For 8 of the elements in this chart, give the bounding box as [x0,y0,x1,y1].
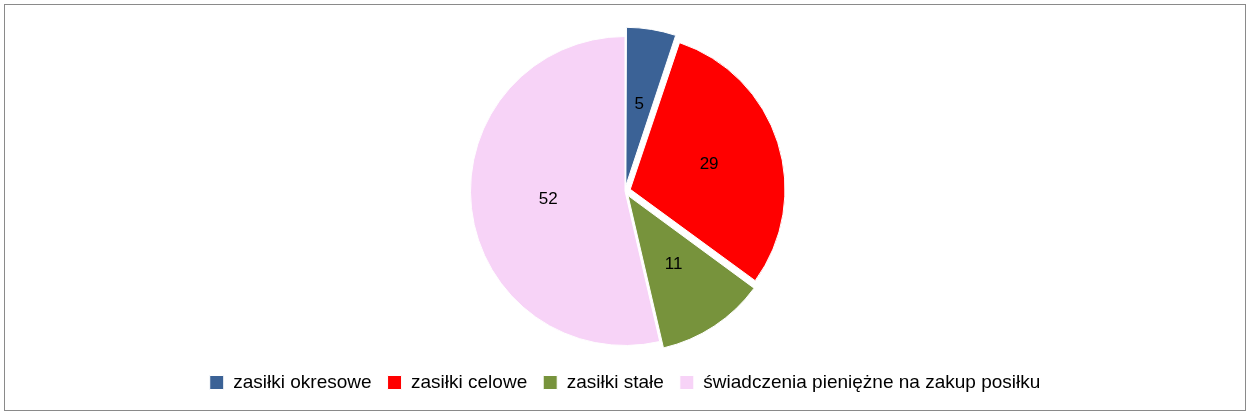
legend-label: zasiłki celowe [411,370,528,392]
data-label: 52 [538,189,558,209]
legend-label: zasiłki stałe [566,370,664,392]
data-label: 11 [664,254,683,274]
data-label: 29 [699,153,719,173]
legend-label: świadczenia pieniężne na zakup posiłku [703,370,1041,392]
data-label: 5 [634,93,644,113]
legend-label: zasiłki okresowe [233,370,372,392]
